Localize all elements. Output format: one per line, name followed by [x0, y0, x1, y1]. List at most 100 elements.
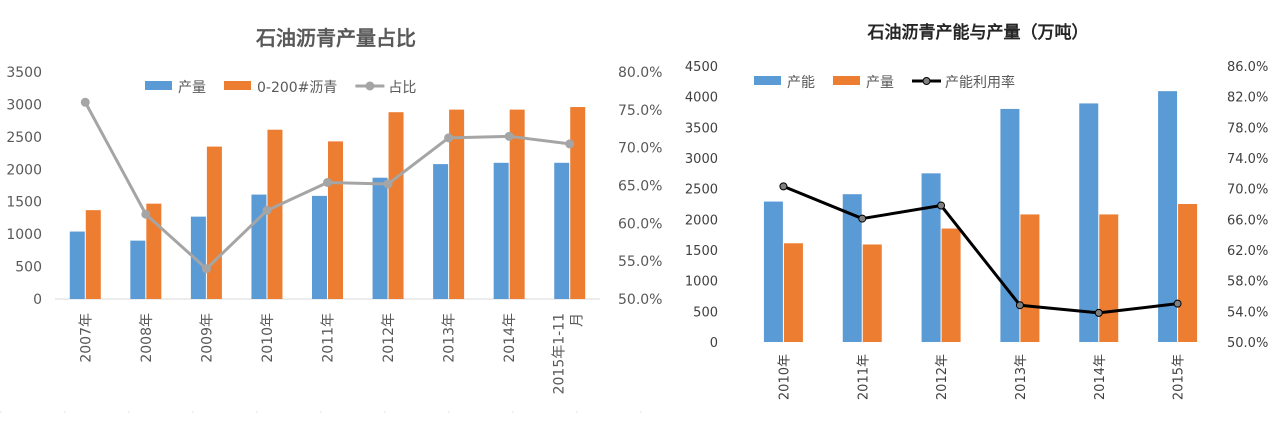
x-axis-tick-label: 2014年	[502, 313, 518, 363]
x-axis-tick-label: 2015年	[1172, 354, 1187, 400]
bar-产能	[921, 173, 941, 342]
bar-产量	[941, 228, 961, 342]
bar-产量	[493, 162, 509, 299]
point-产能利用率	[858, 214, 867, 223]
point-产能利用率	[1173, 299, 1182, 308]
point-占比	[262, 205, 272, 215]
y2-axis-tick-label: 70.0%	[1227, 183, 1268, 198]
legend-label: 产能	[787, 75, 815, 91]
y-axis-tick-label: 0	[33, 292, 42, 308]
x-axis-tick-label: 2011年	[321, 313, 337, 363]
point-产能利用率	[937, 201, 946, 210]
bar-产量	[69, 231, 85, 299]
bar-0-200#沥青	[388, 112, 404, 299]
y2-axis-tick-label: 80.0%	[618, 65, 662, 81]
y-axis-tick-label: 0	[710, 336, 718, 351]
bar-0-200#沥青	[267, 129, 283, 299]
bar-产能	[1079, 103, 1099, 342]
legend-swatch-产量	[833, 76, 860, 85]
y-axis-tick-label: 4500	[685, 60, 718, 75]
legend-marker-产能利用率	[922, 77, 931, 85]
chart-svg-production-share: 0 500 1000 1500 2000 2500 3000 3500 50.0% 55.0% 60…	[0, 65, 672, 413]
point-占比	[444, 133, 454, 143]
bar-产能	[763, 201, 783, 342]
point-产能利用率	[1015, 301, 1024, 310]
x-axis-tick-label: 2015年1-11	[552, 313, 568, 394]
bar-0-200#沥青	[509, 109, 525, 299]
x-axis-tick-label: 2009年	[199, 313, 215, 363]
legend-swatch-0-200#沥青	[224, 81, 251, 90]
chart-panel-production-share: 石油沥青产量占比 0 500 1000 1500 2000 2500 3000 3500 50.…	[0, 26, 672, 413]
bar-产量	[862, 244, 882, 342]
y-axis-tick-label: 4000	[685, 91, 718, 106]
y2-axis-tick-label: 66.0%	[1227, 213, 1268, 228]
x-axis-tick-label: 2010年	[777, 354, 792, 400]
y-axis-tick-label: 3500	[685, 121, 718, 136]
y-axis-tick-label: 2000	[685, 213, 718, 228]
line-产能利用率	[782, 184, 1178, 315]
x-axis-tick-label: 2012年	[381, 313, 397, 363]
bar-0-200#沥青	[85, 210, 101, 299]
bar-产量	[554, 162, 570, 299]
bar-产量	[190, 216, 206, 299]
bar-0-200#沥青	[449, 109, 465, 299]
y2-axis-tick-label: 50.0%	[1227, 336, 1268, 351]
y-axis-tick-label: 3000	[685, 152, 718, 167]
y-axis-tick-label: 3000	[6, 97, 42, 113]
legend-label: 0-200#沥青	[257, 80, 337, 96]
legend-label: 产量	[866, 75, 894, 91]
x-axis-tick-label: 2013年	[442, 313, 458, 363]
y2-axis-tick-label: 62.0%	[1227, 244, 1268, 259]
legend-label: 占比	[388, 80, 416, 96]
point-占比	[504, 131, 514, 141]
x-axis-tick-label: 2008年	[139, 313, 155, 363]
bar-产量	[312, 195, 327, 299]
point-产能利用率	[779, 182, 788, 191]
y2-axis-tick-label: 82.0%	[1227, 91, 1268, 106]
chart-svg-capacity-production: 0 500 1000 1500 2000 2500 3000 3500 4000 4500 50.0…	[685, 60, 1268, 400]
bar-产量	[433, 164, 449, 299]
point-占比	[141, 209, 151, 219]
point-占比	[80, 97, 90, 107]
x-axis-tick-label: 2012年	[935, 354, 950, 400]
y2-axis-tick-label: 78.0%	[1227, 121, 1268, 136]
y-axis-tick-label: 2000	[6, 162, 42, 178]
bar-0-200#沥青	[146, 203, 162, 299]
legend-label: 产量	[178, 80, 206, 96]
bar-产量	[372, 177, 388, 299]
y-axis-tick-label: 3500	[6, 65, 42, 81]
y-axis-tick-label: 1500	[6, 195, 42, 211]
y-axis-tick-label: 2500	[6, 130, 42, 146]
y2-axis-tick-label: 60.0%	[618, 216, 662, 232]
point-占比	[201, 264, 211, 274]
bar-产量	[1020, 214, 1040, 342]
bar-产能	[842, 194, 862, 342]
y2-axis-tick-label: 70.0%	[618, 141, 662, 157]
bar-0-200#沥青	[570, 107, 586, 299]
chart-title: 石油沥青产能与产量（万吨）	[867, 23, 1089, 43]
bar-产能	[1158, 91, 1178, 342]
y-axis-tick-label: 500	[15, 260, 42, 276]
y2-axis-tick-label: 54.0%	[1227, 305, 1268, 320]
bar-0-200#沥青	[206, 146, 222, 299]
y2-axis-tick-label: 86.0%	[1227, 60, 1268, 75]
y-axis-tick-label: 2500	[685, 183, 718, 198]
legend-swatch-产量	[145, 81, 172, 90]
x-axis-tick-label: 2014年	[1093, 354, 1108, 400]
y2-axis-tick-label: 74.0%	[1227, 152, 1268, 167]
legend-label: 产能利用率	[945, 74, 1015, 91]
x-axis-tick-label: 2007年	[78, 313, 94, 363]
point-占比	[323, 177, 332, 187]
y2-axis-tick-label: 55.0%	[618, 254, 662, 270]
y-axis-tick-label: 1000	[6, 227, 42, 243]
legend-swatch-产能	[754, 76, 781, 85]
bar-0-200#沥青	[328, 141, 343, 299]
chart-title: 石油沥青产量占比	[256, 26, 416, 50]
bar-产量	[783, 243, 803, 342]
x-axis-tick-label: 月	[570, 313, 586, 327]
bar-产能	[1000, 108, 1020, 342]
y2-axis-tick-label: 75.0%	[618, 103, 662, 119]
point-占比	[565, 139, 575, 149]
bar-产量	[1178, 204, 1198, 342]
y-axis-tick-label: 1500	[685, 244, 718, 259]
